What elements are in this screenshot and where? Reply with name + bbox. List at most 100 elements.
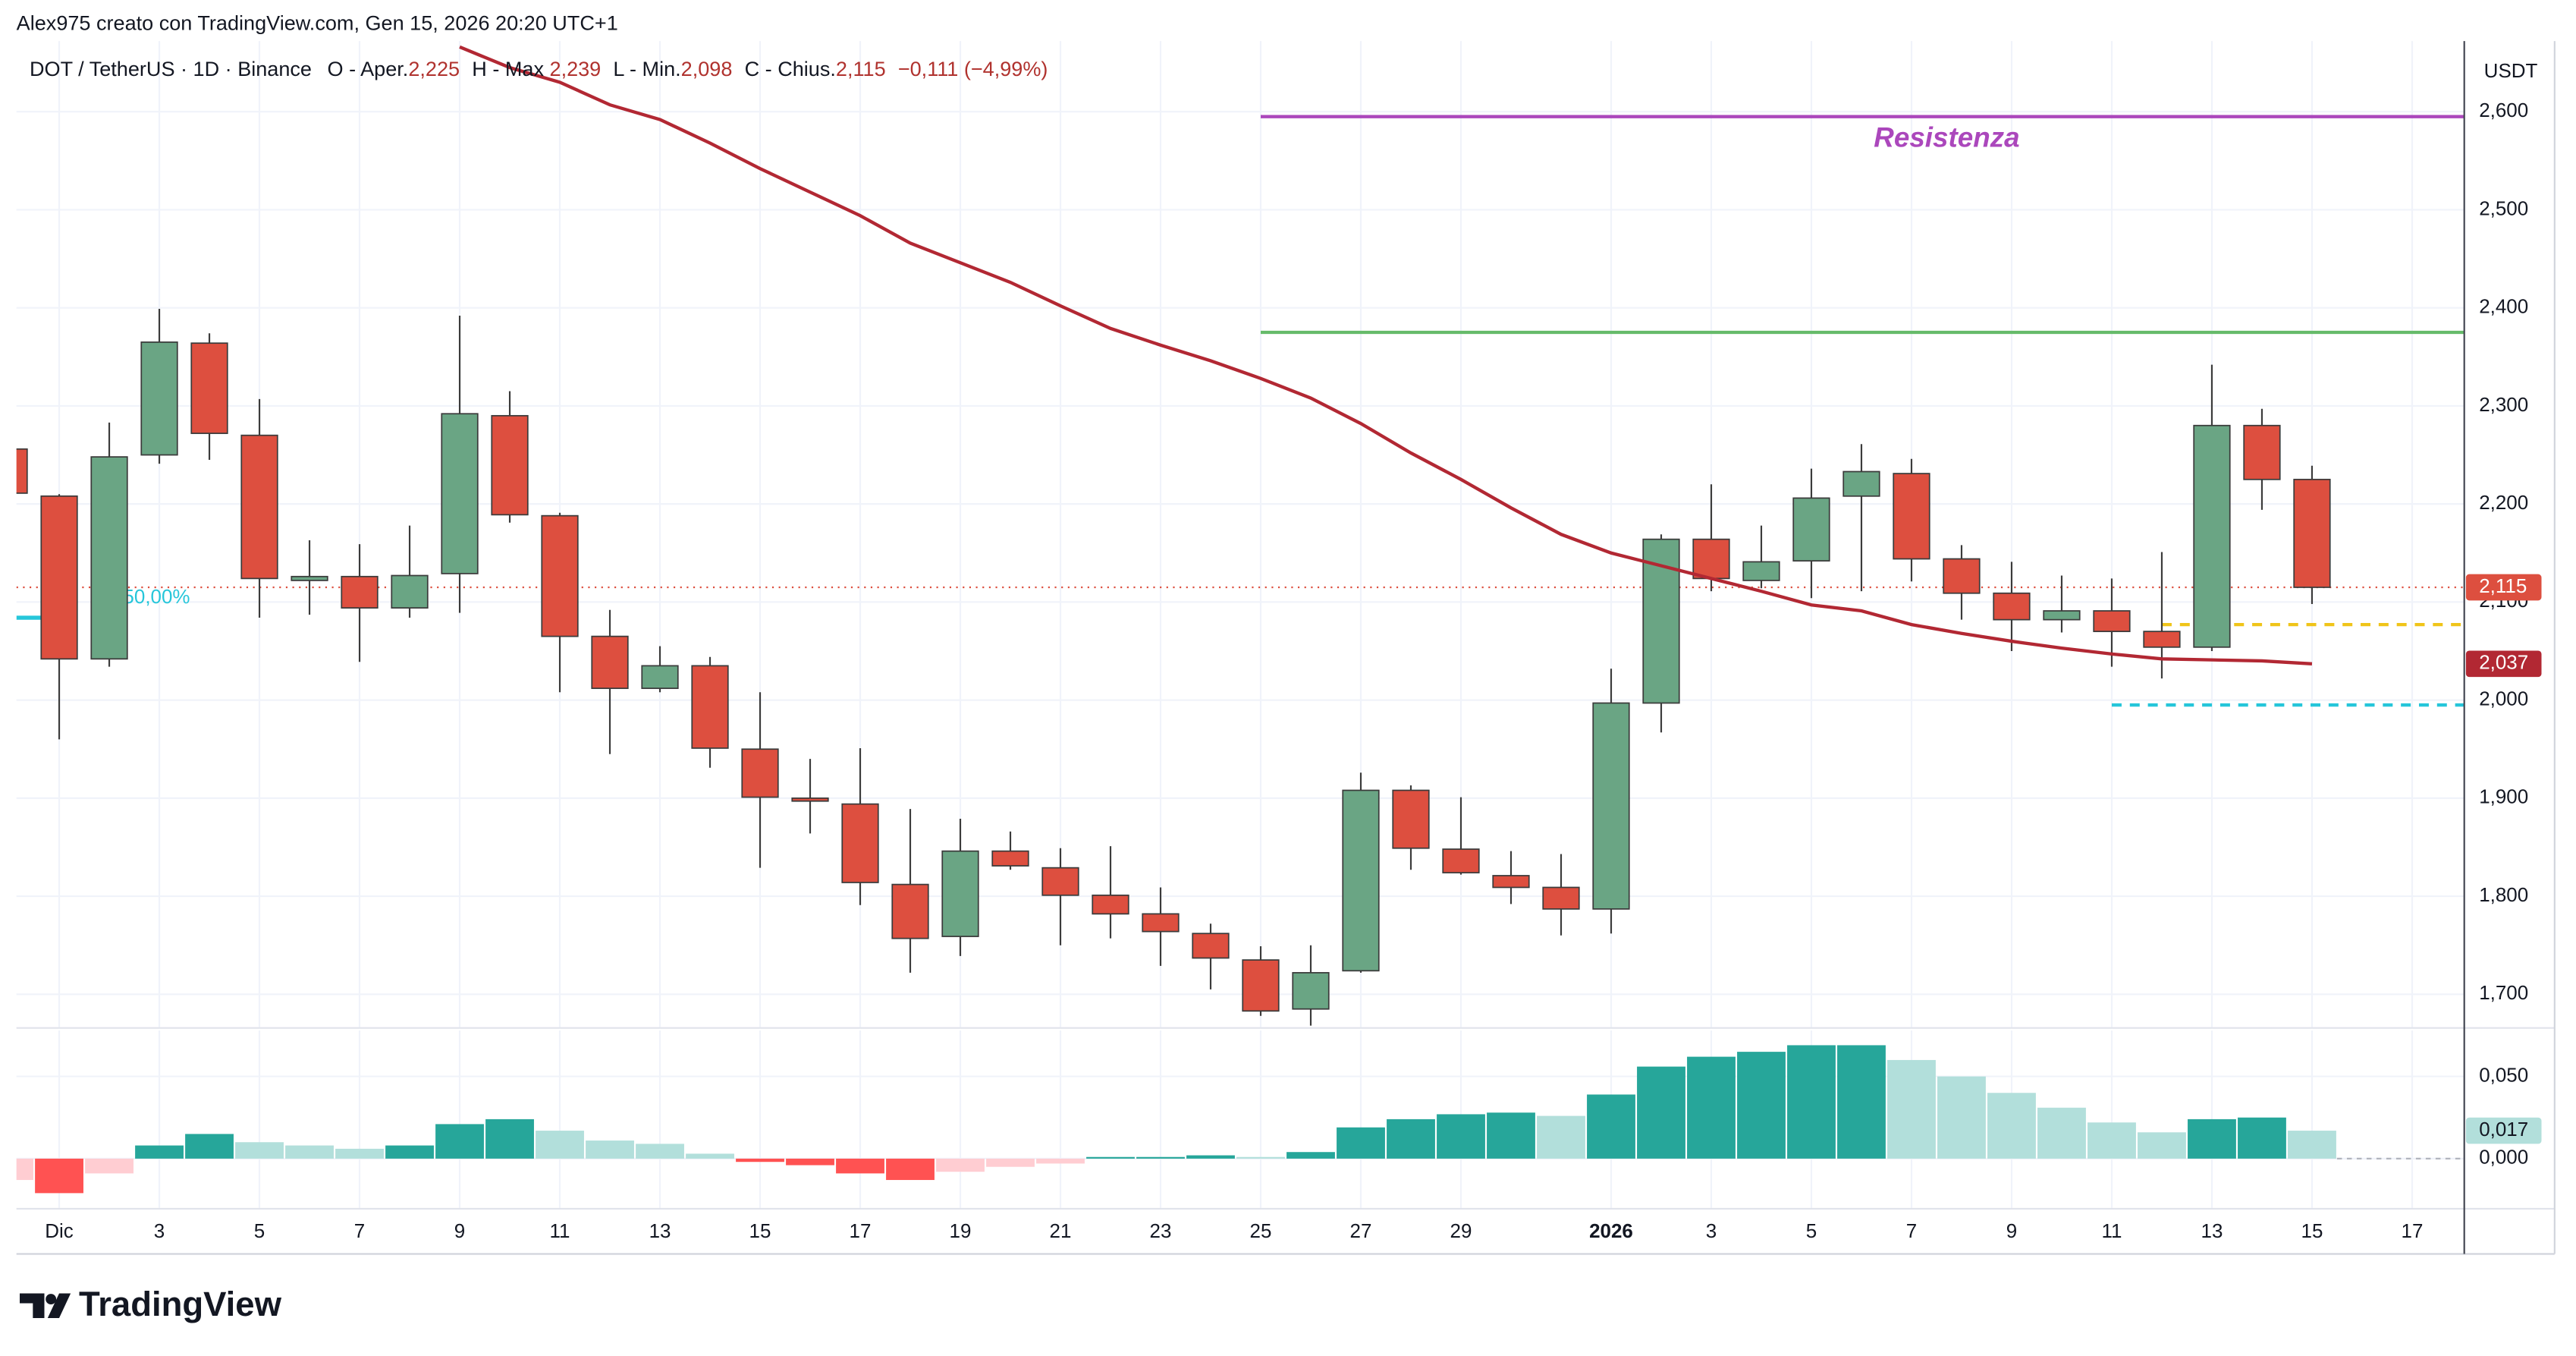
x-tick-label: 11 — [550, 1219, 570, 1242]
logo-mark — [46, 1294, 57, 1304]
legend: DOT / TetherUS · 1D · Binance O - Aper.2… — [30, 57, 1048, 80]
logo-mark — [47, 1293, 71, 1318]
x-tick-label: 23 — [1150, 1219, 1172, 1242]
ma-value-box — [2465, 650, 2542, 678]
candle-body — [941, 850, 979, 937]
histogram-bar — [1387, 1118, 1435, 1159]
ohlc-label: C - Chius. — [745, 57, 836, 80]
x-tick-label: 2026 — [1589, 1219, 1633, 1242]
candle-body — [491, 414, 529, 516]
histogram-bar — [2288, 1131, 2336, 1159]
symbol: DOT / TetherUS · 1D · Binance — [30, 57, 312, 80]
ohlc-value: 2,115 — [836, 57, 886, 80]
ohlc-value: 2,225 — [408, 57, 460, 80]
logo-text: TradingView — [79, 1285, 282, 1323]
y-tick-label: 2,200 — [2479, 491, 2528, 514]
candle-body — [791, 797, 829, 802]
candle-body — [1542, 886, 1580, 910]
x-tick-label: 13 — [649, 1219, 671, 1242]
candle-body — [240, 434, 278, 580]
histogram-bar — [1587, 1094, 1635, 1159]
candle-body — [1192, 933, 1230, 959]
x-tick-label: 15 — [2301, 1219, 2323, 1242]
change: −0,111 (−4,99%) — [898, 57, 1048, 80]
candle-body — [190, 342, 228, 434]
histogram-bar — [2088, 1122, 2136, 1159]
currency-label: USDT — [2484, 59, 2538, 82]
histogram-bar — [636, 1144, 684, 1159]
candle-body — [391, 574, 429, 609]
histogram-bar — [1437, 1114, 1485, 1159]
histogram-bar — [385, 1145, 434, 1159]
logo-mark — [20, 1293, 45, 1318]
candle-body — [1842, 470, 1880, 497]
candle-body — [441, 413, 479, 574]
ohlc-label: H - Max — [472, 57, 544, 80]
candle-body — [1592, 702, 1630, 910]
y-tick-label: 2,300 — [2479, 393, 2528, 416]
candle-body — [1442, 848, 1480, 873]
candle-body — [16, 448, 28, 494]
histogram-bar — [1887, 1059, 1936, 1159]
candle-body — [2143, 631, 2181, 648]
fib-label: 50,00% — [123, 585, 190, 608]
y-tick-label: 1,700 — [2479, 981, 2528, 1004]
x-tick-label: 29 — [1450, 1219, 1472, 1242]
x-tick-label: 17 — [2402, 1219, 2424, 1242]
candle-body — [1943, 558, 1981, 594]
histogram-bar — [16, 1158, 33, 1181]
histogram-bar — [2238, 1117, 2286, 1159]
x-tick-label: 5 — [1806, 1219, 1817, 1242]
candle-body — [2193, 424, 2231, 648]
histogram-bar — [1937, 1076, 1986, 1159]
candle-body — [541, 514, 579, 637]
candle-body — [1692, 538, 1730, 580]
histogram-bar — [1537, 1115, 1585, 1159]
x-tick-label: 21 — [1050, 1219, 1072, 1242]
ma-value-label: 2,037 — [2479, 651, 2528, 674]
candle-body — [1342, 789, 1380, 972]
candle-body — [841, 803, 879, 883]
x-tick-label: 19 — [950, 1219, 972, 1242]
x-tick-label: 17 — [850, 1219, 872, 1242]
candle-body — [1893, 473, 1930, 560]
axes: Dic 3 5 7 9 11 13 15 17 19 21 23 25 27 29 2026 3 5 7 9 11 13 1… — [45, 99, 2542, 1242]
x-tick-label: 7 — [1906, 1219, 1917, 1242]
histogram-bar — [1637, 1066, 1685, 1159]
candle-body — [1142, 913, 1180, 933]
histogram-bar — [686, 1153, 734, 1159]
histogram-bar — [2188, 1118, 2236, 1159]
histogram-bar — [1787, 1045, 1836, 1159]
histogram-bar — [335, 1148, 384, 1159]
histogram-bar — [1136, 1156, 1185, 1159]
candle-body — [1292, 972, 1330, 1010]
histogram-bar — [135, 1145, 184, 1159]
x-tick-label: 3 — [1706, 1219, 1717, 1242]
moving-average — [459, 45, 2313, 665]
y-tick-label: 2,400 — [2479, 295, 2528, 318]
histogram-bar — [936, 1158, 985, 1172]
candle-body — [2293, 478, 2331, 588]
candle-body — [691, 665, 729, 749]
candle-body — [991, 850, 1029, 867]
candle-body — [1041, 867, 1079, 896]
indicator-value-box — [2465, 1117, 2542, 1144]
price-pane: Resistenza 50,00% — [16, 45, 2464, 1026]
x-tick-label: 3 — [154, 1219, 165, 1242]
histogram-bar — [1086, 1156, 1135, 1159]
candle-body — [1092, 894, 1129, 915]
indicator-pane — [16, 1045, 2464, 1194]
candle-body — [90, 456, 128, 660]
ohlc-label: O - Aper. — [328, 57, 409, 80]
candle-body — [1392, 789, 1430, 849]
histogram-bar — [435, 1124, 484, 1159]
histogram-bar — [1987, 1093, 2036, 1159]
histogram-bar — [1737, 1052, 1786, 1159]
histogram-bar — [1487, 1112, 1535, 1159]
candle-body — [1792, 497, 1830, 562]
x-tick-label: 5 — [254, 1219, 265, 1242]
candle-body — [1993, 592, 2031, 621]
candle-body — [591, 635, 629, 689]
histogram-bar — [235, 1142, 284, 1159]
